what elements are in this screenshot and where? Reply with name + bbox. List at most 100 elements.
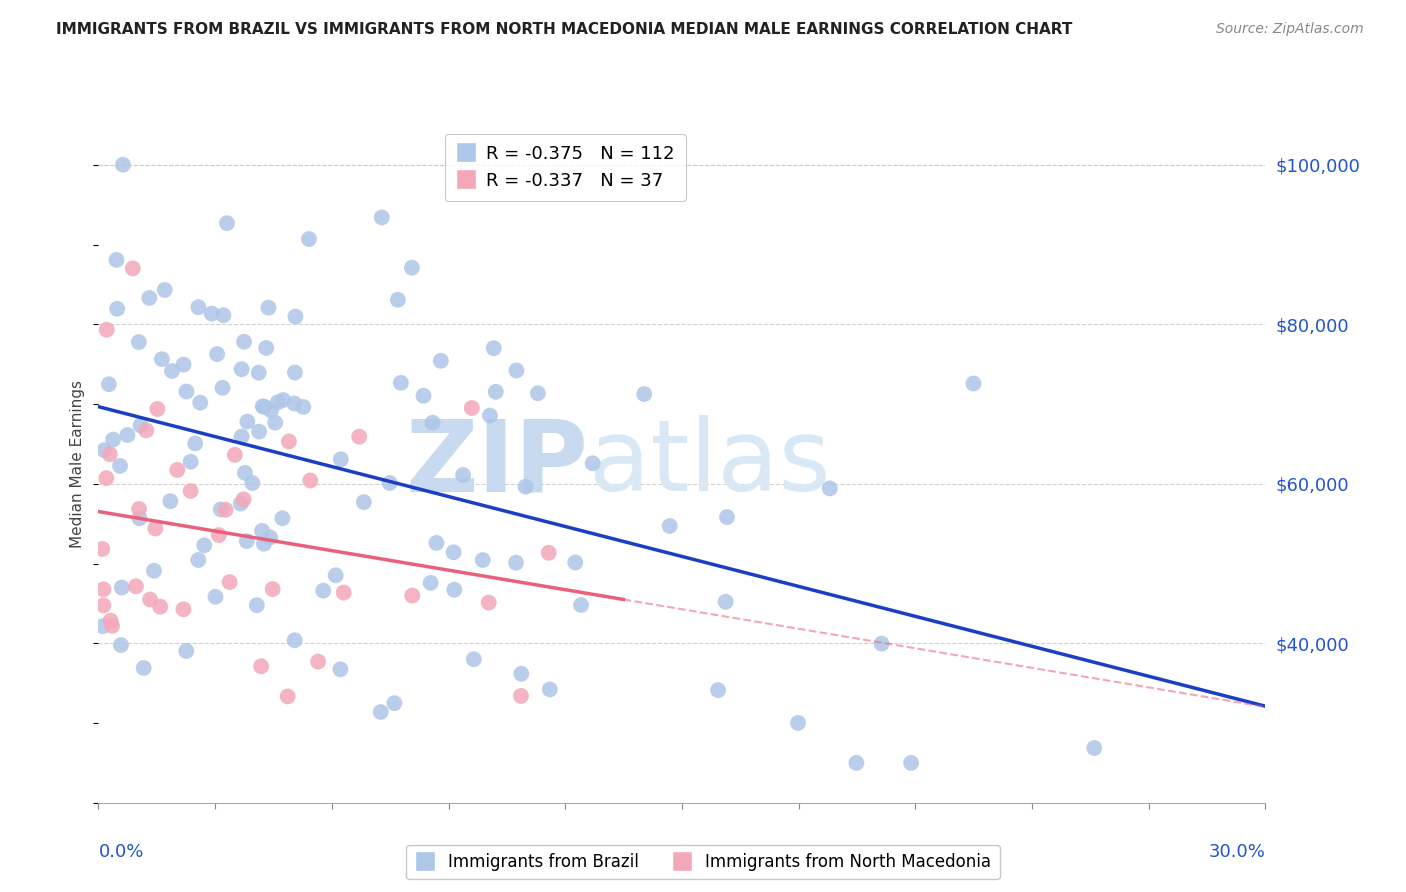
Point [159, 494, 181, 508]
Point [135, 424, 157, 438]
Point [329, 662, 352, 676]
Point [425, 536, 447, 550]
Point [478, 409, 501, 423]
Point [633, 387, 655, 401]
Point [451, 468, 474, 483]
Point [110, 638, 132, 652]
Y-axis label: Median Male Earnings: Median Male Earnings [70, 380, 86, 548]
Point [108, 458, 131, 473]
Point [150, 352, 173, 367]
Point [201, 307, 224, 321]
Point [253, 400, 276, 414]
Point [347, 430, 370, 444]
Point [173, 358, 195, 372]
Point [430, 353, 453, 368]
Point [478, 596, 501, 610]
Point [236, 415, 259, 429]
Point [139, 592, 162, 607]
Point [443, 545, 465, 559]
Point [188, 395, 211, 409]
Point [271, 392, 294, 407]
Point [264, 416, 287, 430]
Point [401, 260, 423, 275]
Point [387, 293, 409, 307]
Point [187, 300, 209, 314]
Point [253, 537, 276, 551]
Point [125, 579, 148, 593]
Point [250, 524, 273, 538]
Point [146, 402, 169, 417]
Point [353, 495, 375, 509]
Point [262, 582, 284, 596]
Point [510, 689, 533, 703]
Point [271, 511, 294, 525]
Point [527, 386, 550, 401]
Point [254, 341, 277, 355]
Legend: Immigrants from Brazil, Immigrants from North Macedonia: Immigrants from Brazil, Immigrants from … [406, 845, 1000, 880]
Point [257, 301, 280, 315]
Point [93, 443, 115, 458]
Point [482, 341, 505, 355]
Point [510, 666, 533, 681]
Point [105, 252, 128, 267]
Point [143, 521, 166, 535]
Point [284, 633, 307, 648]
Point [101, 433, 124, 447]
Point [209, 502, 232, 516]
Point [176, 384, 198, 399]
Point [537, 546, 560, 560]
Point [292, 400, 315, 414]
Point [231, 429, 253, 443]
Point [174, 644, 197, 658]
Point [91, 619, 114, 633]
Point [96, 471, 118, 485]
Point [900, 756, 922, 770]
Point [307, 655, 329, 669]
Point [267, 395, 290, 409]
Point [180, 483, 202, 498]
Point [240, 476, 263, 491]
Point [371, 211, 394, 225]
Point [184, 436, 207, 450]
Point [505, 556, 527, 570]
Point [284, 366, 307, 380]
Point [485, 384, 508, 399]
Point [1083, 741, 1105, 756]
Point [229, 497, 252, 511]
Point [231, 362, 253, 376]
Point [658, 519, 681, 533]
Point [247, 366, 270, 380]
Point [284, 310, 307, 324]
Point [91, 541, 114, 556]
Point [443, 582, 465, 597]
Point [461, 401, 484, 415]
Text: 0.0%: 0.0% [98, 844, 143, 862]
Point [298, 232, 321, 246]
Point [215, 216, 238, 230]
Point [382, 696, 405, 710]
Point [214, 502, 236, 516]
Point [128, 334, 150, 349]
Point [259, 531, 281, 545]
Point [160, 364, 183, 378]
Point [121, 261, 143, 276]
Point [582, 456, 605, 470]
Point [143, 564, 166, 578]
Point [233, 334, 256, 349]
Point [232, 492, 254, 507]
Point [538, 682, 561, 697]
Point [211, 381, 233, 395]
Point [299, 474, 322, 488]
Point [283, 396, 305, 410]
Point [180, 455, 202, 469]
Point [707, 683, 730, 698]
Text: Source: ZipAtlas.com: Source: ZipAtlas.com [1216, 22, 1364, 37]
Point [93, 599, 115, 613]
Legend: R = -0.375   N = 112, R = -0.337   N = 37: R = -0.375 N = 112, R = -0.337 N = 37 [444, 134, 686, 201]
Point [471, 553, 494, 567]
Point [172, 602, 194, 616]
Point [129, 418, 152, 433]
Point [870, 637, 893, 651]
Point [212, 308, 235, 322]
Point [412, 389, 434, 403]
